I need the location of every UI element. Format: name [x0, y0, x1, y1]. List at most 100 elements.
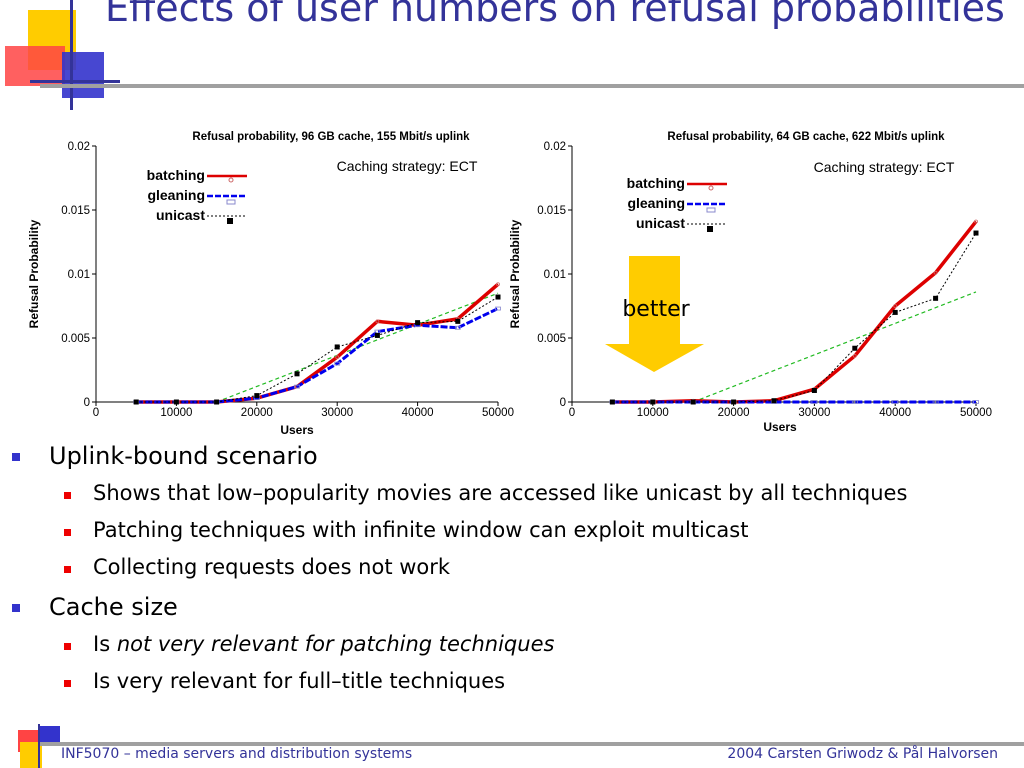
deco-horizontal-line [30, 80, 120, 83]
down-arrow-icon [605, 256, 704, 372]
gleaning-point [294, 384, 300, 389]
unicast-point [294, 371, 300, 377]
series-line-unicast [612, 232, 977, 403]
x-tick-label: 20000 [718, 407, 750, 419]
sub-bullet-item: Collecting requests does not work [93, 555, 451, 579]
y-tick-label: 0.02 [544, 141, 566, 153]
x-tick-label: 0 [569, 407, 575, 419]
unicast-point [650, 399, 656, 405]
batching-point [335, 355, 340, 360]
x-tick-label: 10000 [637, 407, 669, 419]
legend-marker [227, 218, 233, 224]
title-divider [40, 84, 1024, 88]
y-tick-label: 0.01 [544, 269, 566, 281]
sub-bullet-emphasis: not very relevant for patching technique… [116, 632, 555, 656]
sub-bullet-item: Is very relevant for full–title techniqu… [93, 669, 506, 693]
deco-red-square [5, 46, 65, 86]
trend-line [692, 291, 977, 403]
unicast-point [415, 320, 421, 326]
deco-yellow-square [20, 742, 42, 768]
sub-bullet-item: Is not very relevant for patching techni… [93, 632, 554, 656]
legend-label: gleaning [627, 195, 685, 211]
unicast-point [771, 398, 777, 404]
x-tick-label: 10000 [160, 407, 192, 419]
y-axis-label: Refusal Probability [508, 219, 522, 328]
gleaning-point [851, 400, 858, 404]
charts-area: Refusal probability, 96 GB cache, 155 Mb… [27, 131, 992, 437]
better-label: better [622, 297, 690, 322]
footer-authors: 2004 Carsten Griwodz & Pål Halvorsen [727, 746, 998, 762]
gleaning-point [334, 361, 341, 366]
batching-point [496, 282, 500, 287]
x-tick-label: 30000 [321, 407, 353, 419]
legend-label: unicast [636, 215, 685, 231]
x-tick-label: 30000 [798, 407, 830, 419]
legend-marker [707, 226, 713, 232]
y-tick-label: 0.005 [61, 333, 90, 345]
batching-point [974, 219, 978, 224]
chart-title: Refusal probability, 96 GB cache, 155 Mb… [192, 131, 470, 143]
chart-left: Refusal probability, 96 GB cache, 155 Mb… [27, 131, 514, 437]
bullet-square-icon [64, 643, 71, 650]
deco-vertical-line [38, 724, 40, 768]
deco-blue-square [62, 52, 104, 98]
unicast-point [852, 345, 858, 351]
x-tick-label: 0 [93, 407, 99, 419]
gleaning-point [454, 325, 461, 330]
batching-point [852, 354, 857, 358]
bullet-square-icon [64, 529, 71, 536]
x-tick-label: 20000 [241, 407, 273, 419]
chart-annotation: Caching strategy: ECT [337, 158, 478, 174]
bullet-square-icon [64, 566, 71, 573]
batching-point [893, 304, 898, 308]
deco-blue-square [40, 726, 60, 744]
x-tick-label: 40000 [879, 407, 911, 419]
bullet-square-icon [12, 453, 20, 461]
unicast-point [731, 399, 737, 405]
unicast-point [973, 230, 979, 236]
x-tick-label: 40000 [402, 407, 434, 419]
footer-course: INF5070 – media servers and distribution… [61, 746, 413, 762]
series-line-batching [136, 282, 500, 404]
bullet-square-icon [64, 680, 71, 687]
bullet-square-icon [12, 604, 20, 612]
legend-label: batching [627, 175, 685, 191]
corner-decoration [0, 0, 120, 110]
chart-annotation: Caching strategy: ECT [814, 159, 955, 175]
y-tick-label: 0.01 [68, 269, 90, 281]
unicast-point [334, 344, 340, 350]
legend-label: batching [147, 167, 205, 183]
y-axis-label: Refusal Probability [27, 219, 41, 328]
unicast-point [690, 399, 696, 405]
x-axis-label: Users [280, 423, 314, 437]
unicast-point [811, 387, 817, 393]
footer-divider [40, 742, 1024, 746]
unicast-point [133, 399, 139, 405]
y-tick-label: 0.02 [68, 141, 90, 153]
y-tick-label: 0 [84, 397, 90, 409]
bullet-square-icon [64, 492, 71, 499]
unicast-point [173, 399, 179, 405]
x-tick-label: 50000 [960, 407, 992, 419]
unicast-point [254, 393, 260, 399]
gleaning-point [932, 400, 939, 404]
sub-bullet-prefix: Is [93, 632, 117, 656]
legend-label: gleaning [147, 187, 205, 203]
chart-right: Refusal probability, 64 GB cache, 622 Mb… [508, 131, 992, 434]
legend-marker [228, 177, 234, 183]
series-line-unicast [136, 296, 499, 403]
y-tick-label: 0.015 [61, 205, 90, 217]
slide-title: Effects of user numbers on refusal proba… [105, 0, 1005, 30]
y-tick-label: 0.005 [537, 333, 566, 345]
gleaning-point [973, 400, 979, 404]
legend-marker [706, 207, 716, 213]
unicast-point [455, 318, 461, 324]
unicast-point [933, 295, 939, 301]
legend-marker [708, 185, 714, 191]
legend-label: unicast [156, 207, 205, 223]
unicast-point [374, 332, 380, 338]
sub-bullet-item: Shows that low–popularity movies are acc… [93, 481, 908, 505]
sub-bullet-item: Patching techniques with infinite window… [93, 518, 749, 542]
unicast-point [495, 294, 501, 300]
unicast-point [214, 399, 220, 405]
